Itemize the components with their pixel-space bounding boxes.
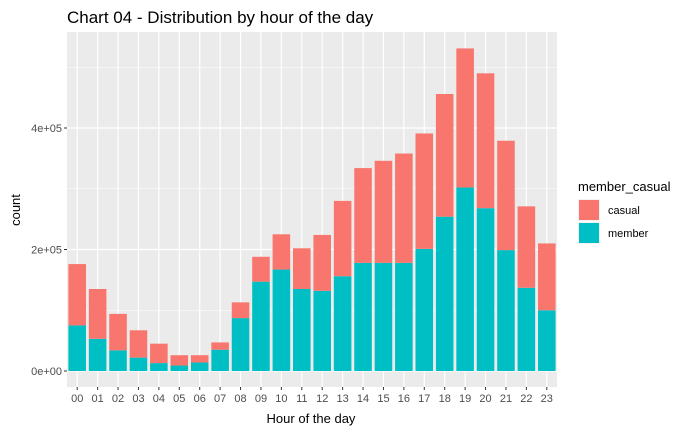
bar-member-22 <box>517 287 536 371</box>
bar-member-08 <box>231 318 250 371</box>
bar-casual-15 <box>374 160 393 263</box>
x-tick-label: 00 <box>71 393 83 405</box>
bar-member-06 <box>190 362 209 371</box>
bar-member-17 <box>415 248 434 371</box>
x-tick-label: 12 <box>316 393 328 405</box>
y-axis-title: count <box>8 194 23 226</box>
bar-member-05 <box>170 365 189 371</box>
bar-casual-10 <box>272 234 291 270</box>
legend-swatch-casual <box>579 200 599 220</box>
y-tick-label: 4e+05 <box>31 123 62 135</box>
bar-casual-01 <box>88 288 107 339</box>
x-tick-label: 16 <box>398 393 410 405</box>
bar-member-09 <box>252 281 270 371</box>
bar-member-12 <box>313 290 331 371</box>
x-axis: 00 01 02 03 04 05 06 07 08 09 10 11 12 13 14 15 16 17 18 19… <box>71 387 553 405</box>
bar-casual-23 <box>538 243 556 311</box>
x-tick-label: 05 <box>173 393 185 405</box>
bar-casual-02 <box>109 313 127 351</box>
x-tick-label: 20 <box>479 393 491 405</box>
bar-casual-06 <box>190 355 209 363</box>
x-tick-label: 06 <box>194 393 206 405</box>
y-axis: 0e+00 2e+05 4e+05 <box>31 123 67 378</box>
x-tick-label: 09 <box>255 393 267 405</box>
bar-casual-08 <box>231 302 250 319</box>
bar-casual-14 <box>354 168 372 263</box>
x-tick-label: 01 <box>92 393 104 405</box>
x-tick-label: 10 <box>275 393 287 405</box>
x-tick-label: 11 <box>296 393 307 405</box>
bar-member-14 <box>354 262 372 371</box>
bar-member-04 <box>150 363 168 371</box>
bar-member-01 <box>88 338 107 371</box>
bar-casual-18 <box>435 93 454 217</box>
bar-member-15 <box>374 262 393 371</box>
bar-casual-21 <box>497 140 515 251</box>
bar-member-07 <box>211 349 229 371</box>
x-tick-label: 19 <box>459 393 471 405</box>
legend: member_casual casual member <box>578 179 671 244</box>
bar-member-10 <box>272 269 291 371</box>
legend-swatch-member <box>579 223 599 243</box>
bar-member-02 <box>109 350 127 371</box>
bar-casual-11 <box>293 248 311 289</box>
bars <box>68 48 556 371</box>
x-tick-label: 22 <box>520 393 532 405</box>
x-tick-label: 04 <box>153 393 165 405</box>
bar-casual-12 <box>313 234 331 291</box>
legend-title: member_casual <box>578 179 671 194</box>
bar-member-16 <box>395 262 413 371</box>
bar-casual-16 <box>395 153 413 263</box>
bar-member-18 <box>435 216 454 371</box>
bar-casual-20 <box>476 73 495 209</box>
x-tick-label: 08 <box>234 393 246 405</box>
x-tick-label: 21 <box>500 393 512 405</box>
bar-casual-13 <box>333 200 352 277</box>
y-tick-label: 0e+00 <box>31 366 62 378</box>
bar-casual-09 <box>252 256 270 282</box>
bar-casual-00 <box>68 264 86 326</box>
bar-casual-22 <box>517 206 536 288</box>
bar-member-21 <box>497 250 515 371</box>
bar-member-13 <box>333 276 352 371</box>
x-tick-label: 03 <box>132 393 144 405</box>
bar-casual-19 <box>456 48 474 188</box>
bar-member-19 <box>456 187 474 371</box>
bar-member-03 <box>129 357 148 371</box>
bar-member-20 <box>476 208 495 371</box>
x-axis-title: Hour of the day <box>267 411 356 426</box>
x-tick-label: 18 <box>439 393 451 405</box>
x-tick-label: 17 <box>418 393 430 405</box>
legend-label-casual: casual <box>608 205 640 217</box>
bar-casual-05 <box>170 355 189 366</box>
y-tick-label: 2e+05 <box>31 245 62 257</box>
bar-casual-03 <box>129 330 148 358</box>
bar-casual-04 <box>150 343 168 364</box>
bar-member-23 <box>538 310 556 371</box>
plot-panel <box>67 32 557 387</box>
legend-label-member: member <box>608 228 649 240</box>
x-tick-label: 02 <box>112 393 124 405</box>
bar-member-11 <box>293 288 311 371</box>
chart-title: Chart 04 - Distribution by hour of the d… <box>67 8 374 27</box>
x-tick-label: 14 <box>357 393 369 405</box>
x-tick-label: 07 <box>214 393 226 405</box>
bar-casual-17 <box>415 133 434 249</box>
x-tick-label: 23 <box>541 393 553 405</box>
bar-member-00 <box>68 325 86 371</box>
x-tick-label: 15 <box>377 393 389 405</box>
bar-casual-07 <box>211 342 229 350</box>
x-tick-label: 13 <box>337 393 349 405</box>
